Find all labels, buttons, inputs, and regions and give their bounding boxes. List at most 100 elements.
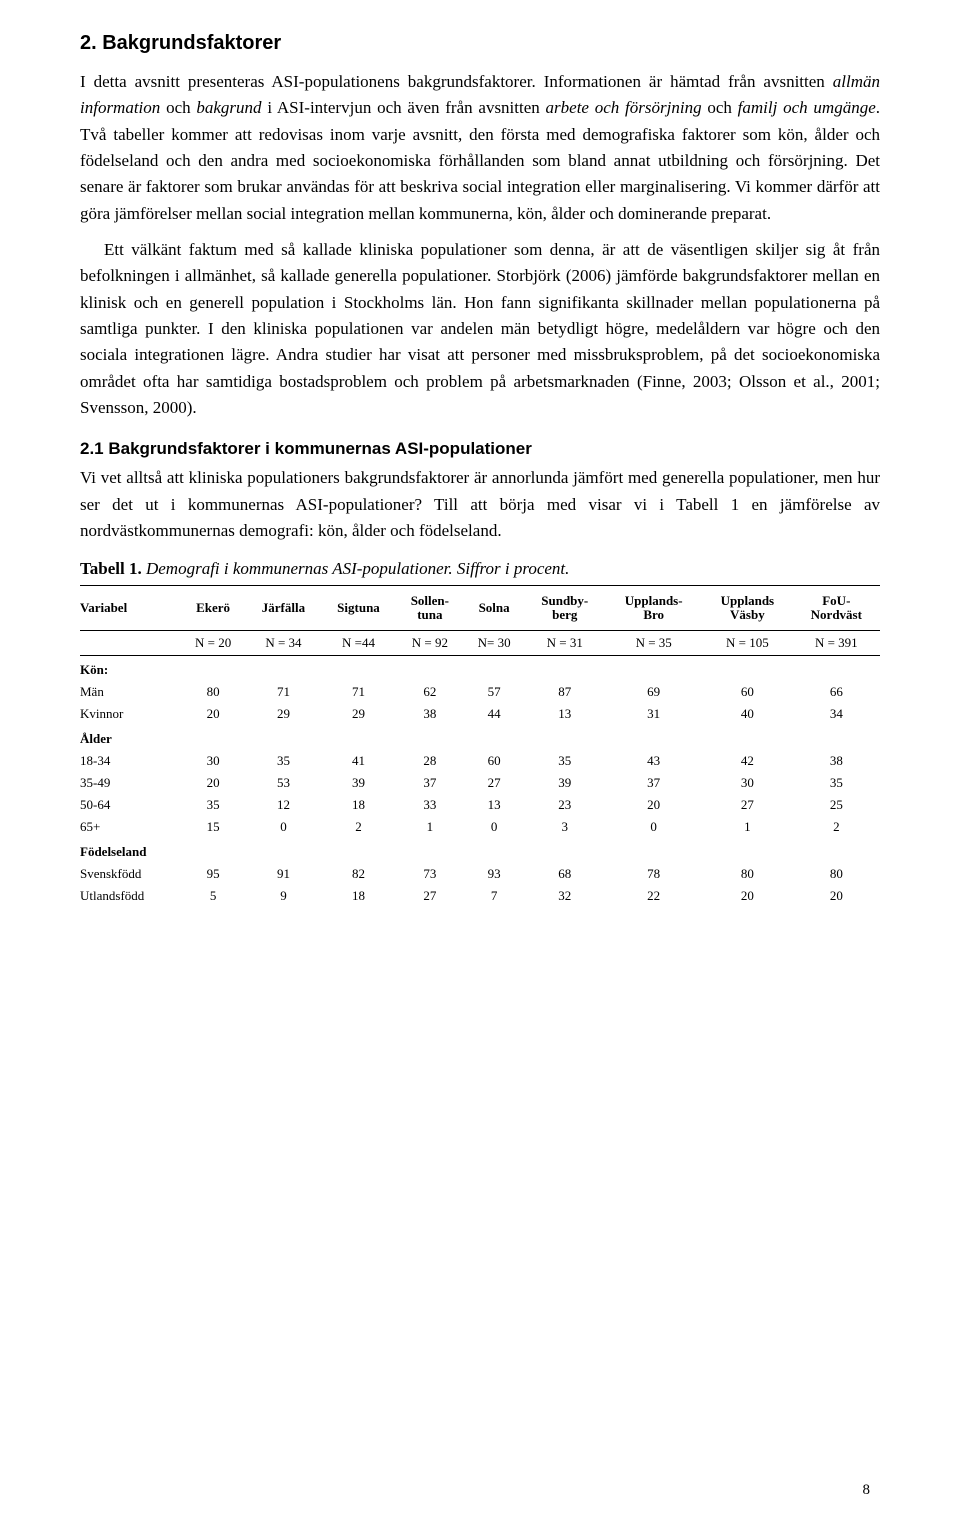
row-label: 35-49	[80, 772, 181, 794]
p1-g: och	[702, 98, 738, 117]
n-cell: N = 35	[605, 631, 702, 656]
data-cell: 33	[396, 794, 464, 816]
table-row: 65+1502103012	[80, 816, 880, 838]
data-cell: 2	[793, 816, 880, 838]
data-cell: 35	[524, 750, 605, 772]
data-cell: 82	[321, 863, 396, 885]
data-cell: 30	[702, 772, 793, 794]
body-paragraph-3: Vi vet alltså att kliniska populationers…	[80, 465, 880, 544]
data-cell: 44	[464, 703, 524, 725]
data-cell: 53	[246, 772, 322, 794]
table-row: Kvinnor202929384413314034	[80, 703, 880, 725]
data-cell: 18	[321, 794, 396, 816]
data-cell: 0	[605, 816, 702, 838]
document-page: 2. Bakgrundsfaktorer I detta avsnitt pre…	[0, 0, 960, 1525]
data-cell: 80	[793, 863, 880, 885]
data-cell: 30	[181, 750, 246, 772]
col-header: Ekerö	[181, 585, 246, 631]
data-cell: 29	[246, 703, 322, 725]
page-number: 8	[863, 1482, 871, 1499]
data-cell: 66	[793, 681, 880, 703]
data-cell: 9	[246, 885, 322, 907]
table-label-italic: Demografi i kommunernas ASI-populationer…	[142, 559, 570, 578]
table-group-row: Födelseland	[80, 838, 880, 863]
data-cell: 20	[181, 772, 246, 794]
data-cell: 25	[793, 794, 880, 816]
data-cell: 12	[246, 794, 322, 816]
table-header-row: Variabel EkeröJärfällaSigtunaSollen-tuna…	[80, 585, 880, 631]
data-cell: 37	[605, 772, 702, 794]
col-header: Upplands-Bro	[605, 585, 702, 631]
data-cell: 71	[246, 681, 322, 703]
col-header: FoU-Nordväst	[793, 585, 880, 631]
row-label: 50-64	[80, 794, 181, 816]
data-cell: 38	[396, 703, 464, 725]
data-cell: 32	[524, 885, 605, 907]
group-label: Ålder	[80, 725, 880, 750]
data-cell: 35	[246, 750, 322, 772]
data-cell: 87	[524, 681, 605, 703]
n-cell: N = 391	[793, 631, 880, 656]
data-cell: 42	[702, 750, 793, 772]
data-cell: 38	[793, 750, 880, 772]
data-cell: 93	[464, 863, 524, 885]
data-cell: 18	[321, 885, 396, 907]
n-cell: N = 92	[396, 631, 464, 656]
data-cell: 27	[396, 885, 464, 907]
n-cell: N = 105	[702, 631, 793, 656]
data-cell: 0	[464, 816, 524, 838]
body-paragraph-1: I detta avsnitt presenteras ASI-populati…	[80, 69, 880, 227]
data-cell: 7	[464, 885, 524, 907]
p1-c: och	[160, 98, 196, 117]
data-cell: 41	[321, 750, 396, 772]
section-title: 2. Bakgrundsfaktorer	[80, 32, 880, 55]
data-cell: 37	[396, 772, 464, 794]
data-cell: 95	[181, 863, 246, 885]
n-cell: N =44	[321, 631, 396, 656]
data-cell: 39	[321, 772, 396, 794]
data-cell: 20	[181, 703, 246, 725]
row-label: Utlandsfödd	[80, 885, 181, 907]
row-label: 65+	[80, 816, 181, 838]
p1-a: I detta avsnitt presenteras ASI-populati…	[80, 72, 833, 91]
subsection-title: 2.1 Bakgrundsfaktorer i kommunernas ASI-…	[80, 439, 880, 459]
col-header: Sundby-berg	[524, 585, 605, 631]
col-header: Sigtuna	[321, 585, 396, 631]
data-cell: 13	[464, 794, 524, 816]
table-row: 18-34303541286035434238	[80, 750, 880, 772]
data-cell: 57	[464, 681, 524, 703]
table-group-row: Ålder	[80, 725, 880, 750]
data-cell: 43	[605, 750, 702, 772]
data-cell: 27	[702, 794, 793, 816]
data-cell: 28	[396, 750, 464, 772]
data-cell: 3	[524, 816, 605, 838]
n-row-empty	[80, 631, 181, 656]
table-row: 50-64351218331323202725	[80, 794, 880, 816]
data-cell: 15	[181, 816, 246, 838]
data-cell: 1	[396, 816, 464, 838]
data-cell: 20	[793, 885, 880, 907]
data-cell: 27	[464, 772, 524, 794]
n-cell: N = 20	[181, 631, 246, 656]
row-label: Män	[80, 681, 181, 703]
p1-d: bakgrund	[196, 98, 261, 117]
data-cell: 35	[793, 772, 880, 794]
col-header: Järfälla	[246, 585, 322, 631]
table-row: Män807171625787696066	[80, 681, 880, 703]
data-cell: 1	[702, 816, 793, 838]
data-cell: 39	[524, 772, 605, 794]
row-label: Kvinnor	[80, 703, 181, 725]
data-cell: 73	[396, 863, 464, 885]
table-group-row: Kön:	[80, 656, 880, 682]
data-cell: 20	[702, 885, 793, 907]
data-cell: 22	[605, 885, 702, 907]
demography-table: Variabel EkeröJärfällaSigtunaSollen-tuna…	[80, 585, 880, 908]
col-header: Sollen-tuna	[396, 585, 464, 631]
p1-h: familj och umgänge	[738, 98, 876, 117]
table-row: 35-49205339372739373035	[80, 772, 880, 794]
body-paragraph-2: Ett välkänt faktum med så kallade klinis…	[80, 237, 880, 421]
row-label: Svenskfödd	[80, 863, 181, 885]
n-cell: N = 31	[524, 631, 605, 656]
col-variabel: Variabel	[80, 585, 181, 631]
p1-e: i ASI-intervjun och även från avsnitten	[262, 98, 546, 117]
